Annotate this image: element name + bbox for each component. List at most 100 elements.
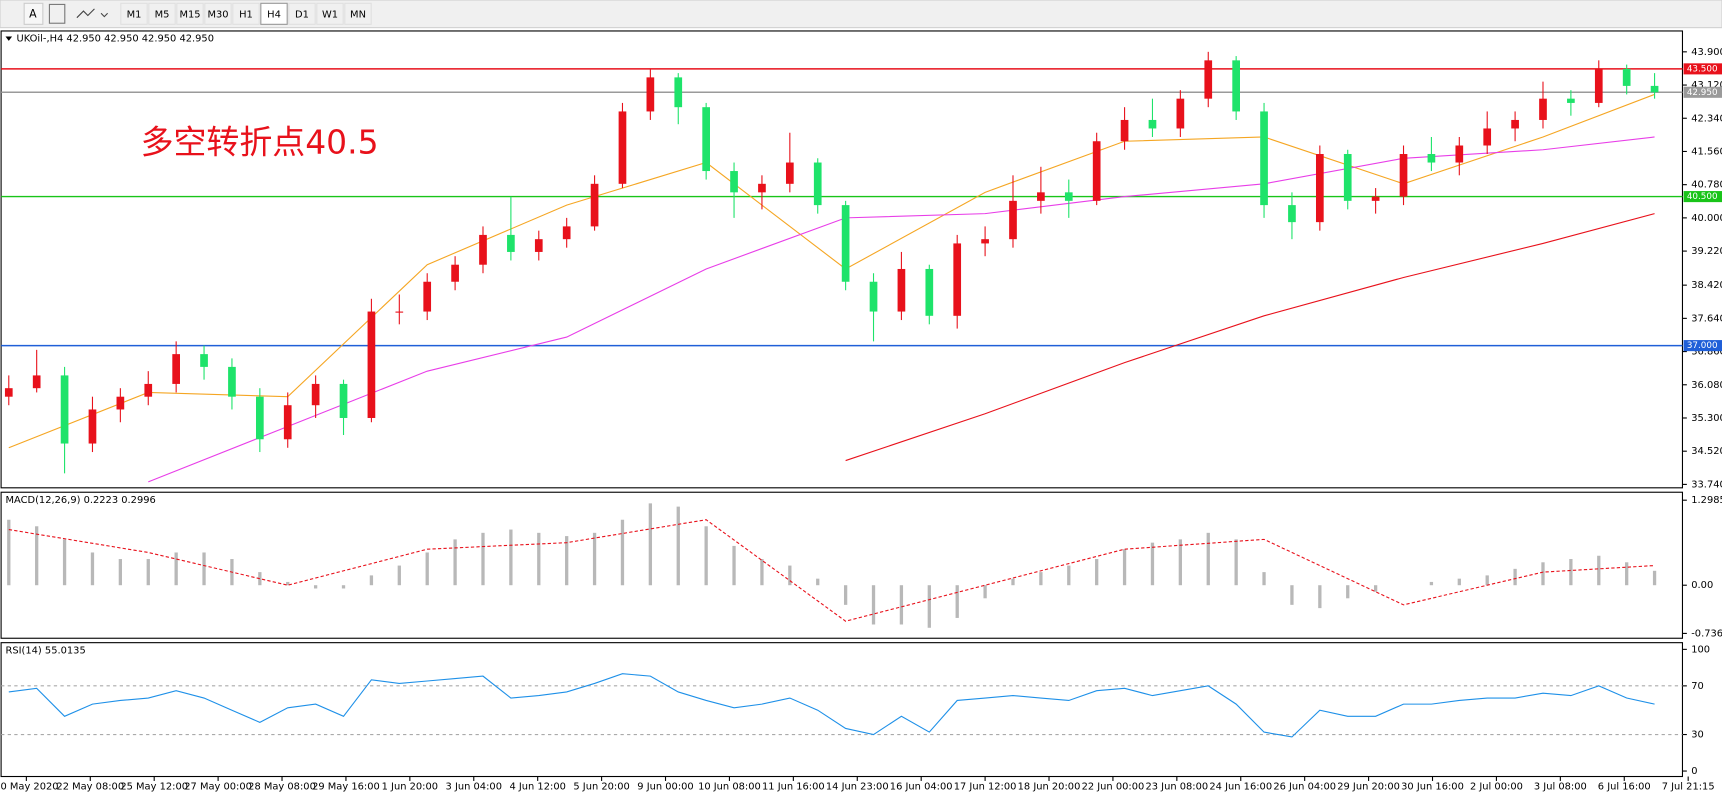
candle-body — [702, 107, 710, 172]
macd-panel — [0, 491, 1684, 639]
candle-body — [1232, 60, 1240, 112]
text-tool[interactable] — [48, 3, 66, 24]
y-tick-label: -0.7362 — [1691, 628, 1722, 639]
x-tick-label: 16 Jun 04:00 — [890, 781, 953, 792]
y-tick-label: 30 — [1691, 730, 1704, 741]
y-tick-label: 35.300 — [1691, 413, 1722, 424]
candle-body — [1092, 141, 1101, 201]
x-tick-label: 10 Jun 08:00 — [698, 781, 761, 792]
x-tick-label: 1 Jun 20:00 — [382, 781, 438, 792]
y-tick-label: 33.740 — [1691, 479, 1722, 490]
candle-body — [841, 205, 850, 282]
candle-body — [60, 375, 69, 444]
font-button[interactable] — [23, 2, 44, 25]
x-tick-label: 3 Jul 08:00 — [1534, 781, 1587, 792]
candle-body — [1315, 154, 1324, 223]
candle-body — [646, 77, 655, 112]
candle-body — [925, 268, 934, 316]
y-tick-label: 0 — [1691, 766, 1697, 777]
level-tag-label: 40.500 — [1687, 192, 1718, 202]
x-tick-label: 23 Jun 08:00 — [1145, 781, 1208, 792]
period-label: H4 — [267, 9, 281, 20]
candle-body — [590, 183, 599, 227]
period-button[interactable] — [176, 2, 204, 25]
period-button[interactable] — [148, 2, 176, 25]
x-tick-label: 26 Jun 04:00 — [1273, 781, 1336, 792]
symbol-menu[interactable] — [5, 36, 13, 41]
candle-body — [730, 171, 738, 193]
period-button[interactable] — [316, 2, 344, 25]
candle-body — [897, 268, 906, 312]
candle-body — [1009, 200, 1017, 240]
font-button-label: A — [29, 7, 37, 20]
level-tag-label: 37.000 — [1687, 341, 1718, 351]
y-tick-label: 36.860 — [1691, 347, 1722, 358]
x-tick-label: 3 Jun 04:00 — [446, 781, 502, 792]
x-tick-label: 29 May 16:00 — [312, 781, 380, 792]
level-tag — [1683, 86, 1722, 98]
candle-body — [869, 281, 878, 312]
x-tick-label: 17 Jun 12:00 — [954, 781, 1017, 792]
candle-body — [1176, 98, 1185, 129]
period-label: M15 — [179, 9, 200, 20]
candle-body — [1650, 85, 1659, 93]
candle-body — [618, 111, 627, 184]
x-tick-label: 28 May 08:00 — [248, 781, 316, 792]
period-button[interactable] — [288, 2, 316, 25]
candle-body — [674, 77, 683, 108]
period-label: M30 — [207, 9, 228, 20]
candle-body — [813, 162, 822, 206]
level-tag-label: 42.950 — [1687, 88, 1718, 98]
moving-average — [148, 136, 1655, 483]
level-tag — [1683, 63, 1722, 75]
candle-body — [423, 281, 432, 312]
candle-body — [534, 239, 543, 252]
candle-body — [395, 311, 404, 313]
period-button[interactable] — [344, 2, 372, 25]
candle-body — [1539, 98, 1547, 120]
x-tick-label: 18 Jun 20:00 — [1018, 781, 1081, 792]
y-tick-label: 37.640 — [1691, 313, 1722, 324]
candle-body — [785, 162, 794, 184]
candle-body — [1455, 145, 1464, 163]
candle-body — [981, 239, 989, 244]
draw-tool[interactable] — [76, 8, 109, 19]
x-tick-label: 11 Jun 16:00 — [762, 781, 825, 792]
candle-body — [1204, 60, 1213, 99]
period-button[interactable] — [120, 2, 148, 25]
candle-body — [1483, 128, 1492, 146]
macd-label: MACD(12,26,9) 0.2223 0.2996 — [5, 495, 155, 506]
candle-body — [1594, 68, 1603, 103]
candle-body — [1343, 154, 1352, 201]
level-tag — [1683, 340, 1722, 352]
x-tick-label: 29 Jun 20:00 — [1337, 781, 1400, 792]
period-label: M1 — [127, 9, 142, 20]
period-button[interactable] — [260, 2, 288, 25]
candle-body — [228, 366, 236, 397]
y-tick-label: 1.2985 — [1691, 495, 1722, 506]
candle-body — [479, 234, 487, 265]
candle-body — [1371, 196, 1380, 201]
candle-body — [953, 243, 962, 316]
x-tick-label: 25 May 12:00 — [120, 781, 188, 792]
y-tick-label: 36.080 — [1691, 380, 1722, 391]
x-tick-label: 5 Jun 20:00 — [573, 781, 629, 792]
candle-body — [367, 311, 376, 418]
period-button[interactable] — [232, 2, 260, 25]
candle-body — [172, 354, 180, 384]
x-tick-label: 9 Jun 00:00 — [637, 781, 693, 792]
candle-body — [339, 383, 348, 418]
rsi-panel — [0, 642, 1684, 778]
period-label: M5 — [155, 9, 170, 20]
y-tick-label: 41.560 — [1691, 146, 1722, 157]
candle-body — [1288, 205, 1296, 223]
candle-body — [1260, 111, 1268, 206]
annotation: 多空转折点40.5 — [141, 122, 379, 161]
candle-body — [1567, 98, 1575, 103]
y-tick-label: 40.780 — [1691, 180, 1722, 191]
period-button[interactable] — [204, 2, 232, 25]
candle-body — [200, 354, 208, 367]
y-tick-label: 100 — [1691, 644, 1710, 655]
level-tag-label: 43.500 — [1687, 64, 1718, 74]
